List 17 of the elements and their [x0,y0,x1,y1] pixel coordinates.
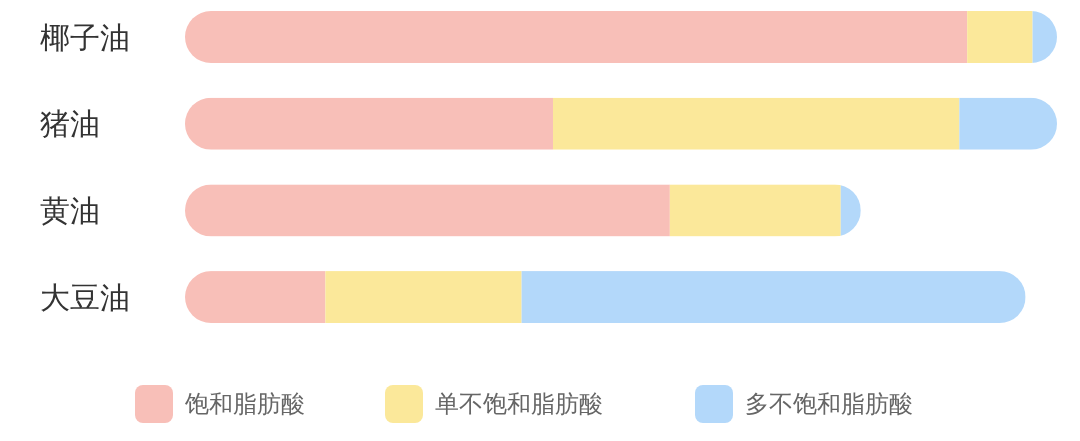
y-tick-label: 椰子油 [40,19,130,55]
bar [185,11,968,63]
y-tick-label: 大豆油 [40,279,130,315]
legend-label: 饱和脂肪酸 [184,390,305,418]
bar [185,97,553,150]
legend-label: 单不饱和脂肪酸 [435,390,603,418]
bar [552,97,960,150]
y-tick-label: 黄油 [40,192,100,228]
bar [521,271,1026,324]
legend-label: 多不饱和脂肪酸 [745,390,913,418]
bar [185,184,670,237]
y-tick-label: 猪油 [40,106,100,142]
bar [669,184,841,237]
bar [185,271,326,324]
bar [967,11,1033,63]
bar [959,97,1057,150]
bar [325,271,522,324]
